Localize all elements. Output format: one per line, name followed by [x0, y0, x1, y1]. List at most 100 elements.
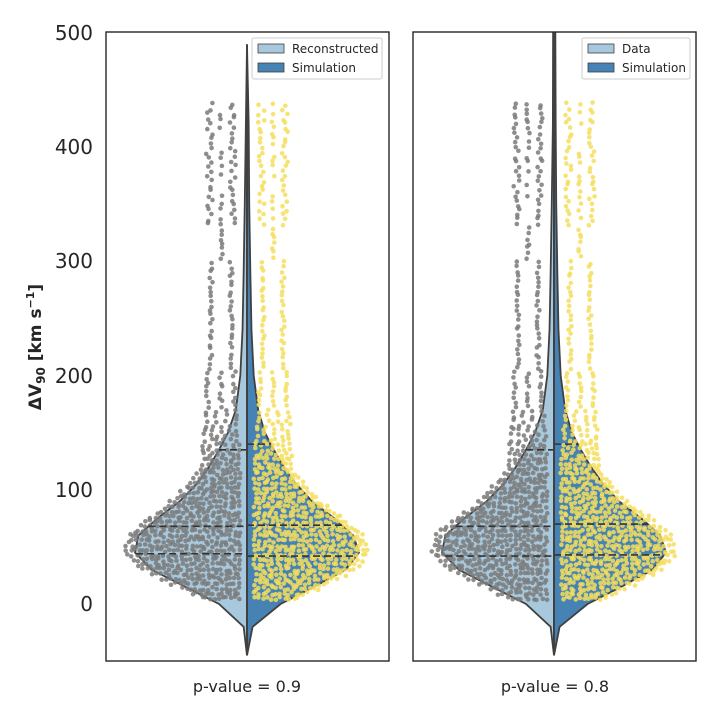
right-dot: [363, 551, 368, 557]
right-dot: [563, 204, 569, 209]
left-dot: [469, 533, 474, 539]
left-dot: [481, 533, 486, 538]
left-dot: [207, 362, 213, 367]
left-dot: [536, 208, 541, 214]
right-dot: [266, 418, 272, 424]
right-dot: [588, 482, 593, 487]
left-dot: [218, 499, 223, 504]
right-dot: [562, 436, 567, 441]
left-dot: [514, 259, 520, 264]
left-dot: [438, 558, 443, 564]
left-dot: [436, 543, 441, 549]
right-dot: [334, 576, 340, 582]
right-dot: [589, 213, 594, 219]
right-dot: [294, 533, 300, 539]
left-dot: [498, 485, 504, 491]
left-dot: [219, 429, 224, 435]
right-dot: [333, 557, 339, 563]
left-dot: [517, 462, 522, 467]
left-dot: [488, 587, 494, 592]
right-dot: [567, 303, 572, 309]
right-dot: [315, 587, 321, 593]
left-dot: [222, 548, 227, 554]
right-dot: [566, 298, 571, 304]
right-dot: [258, 163, 264, 169]
left-dot: [230, 192, 236, 198]
right-dot: [257, 415, 262, 421]
right-dot: [261, 364, 266, 369]
left-dot: [211, 556, 216, 562]
right-dot: [302, 582, 308, 588]
left-dot: [215, 535, 220, 540]
left-dot: [526, 485, 531, 490]
left-dot: [518, 503, 524, 509]
left-dot: [527, 444, 532, 449]
right-dot: [577, 194, 582, 200]
right-dot: [578, 432, 584, 438]
right-dot: [595, 591, 601, 597]
right-dot: [573, 562, 579, 567]
left-dot: [473, 533, 479, 539]
left-dot: [229, 279, 234, 285]
left-dot: [434, 552, 439, 558]
left-dot: [465, 537, 470, 542]
right-dot: [638, 509, 643, 515]
right-dot: [262, 439, 267, 444]
left-dot: [538, 193, 544, 198]
right-dot: [280, 426, 285, 432]
left-dot: [529, 567, 535, 572]
left-dot: [169, 510, 175, 515]
left-dot: [205, 110, 210, 115]
left-dot: [472, 530, 478, 535]
left-dot: [499, 549, 505, 555]
left-dot: [447, 529, 453, 535]
left-dot: [219, 557, 225, 563]
left-dot: [214, 461, 219, 467]
left-dot: [532, 429, 538, 435]
left-dot: [161, 540, 166, 545]
left-dot: [517, 515, 523, 520]
left-dot: [544, 558, 549, 563]
right-dot: [568, 313, 574, 318]
right-dot: [283, 487, 288, 492]
left-dot: [231, 452, 236, 458]
left-dot: [142, 542, 148, 547]
right-dot: [295, 520, 300, 526]
left-dot: [471, 577, 476, 583]
left-dot: [217, 125, 222, 131]
right-dot: [276, 537, 281, 543]
right-dot: [270, 101, 276, 107]
right-dot: [257, 216, 263, 221]
right-dot: [255, 120, 261, 125]
right-dot: [650, 528, 655, 533]
left-dot: [495, 541, 500, 547]
right-dot: [252, 533, 258, 538]
right-dot: [257, 126, 263, 132]
left-dot: [155, 511, 160, 516]
right-dot: [285, 587, 291, 592]
left-dot: [514, 494, 520, 500]
left-dot: [512, 156, 518, 161]
right-dot: [638, 525, 643, 530]
left-dot: [209, 160, 214, 165]
right-dot: [311, 527, 317, 533]
right-dot: [281, 263, 286, 269]
right-dot: [257, 370, 263, 375]
right-dot: [587, 510, 593, 515]
left-dot: [520, 559, 525, 564]
left-dot: [207, 275, 212, 281]
left-dot: [190, 591, 196, 597]
left-dot: [215, 452, 220, 457]
right-dot: [585, 562, 591, 568]
right-dot: [320, 535, 326, 540]
left-dot: [513, 541, 519, 547]
right-dot: [348, 532, 353, 537]
right-dot: [350, 567, 356, 572]
right-dot: [311, 549, 317, 554]
right-dot: [309, 492, 315, 497]
left-dot: [165, 562, 171, 568]
right-dot: [270, 446, 275, 452]
left-dot: [237, 530, 243, 536]
right-dot: [270, 111, 276, 117]
right-dot: [650, 572, 656, 577]
